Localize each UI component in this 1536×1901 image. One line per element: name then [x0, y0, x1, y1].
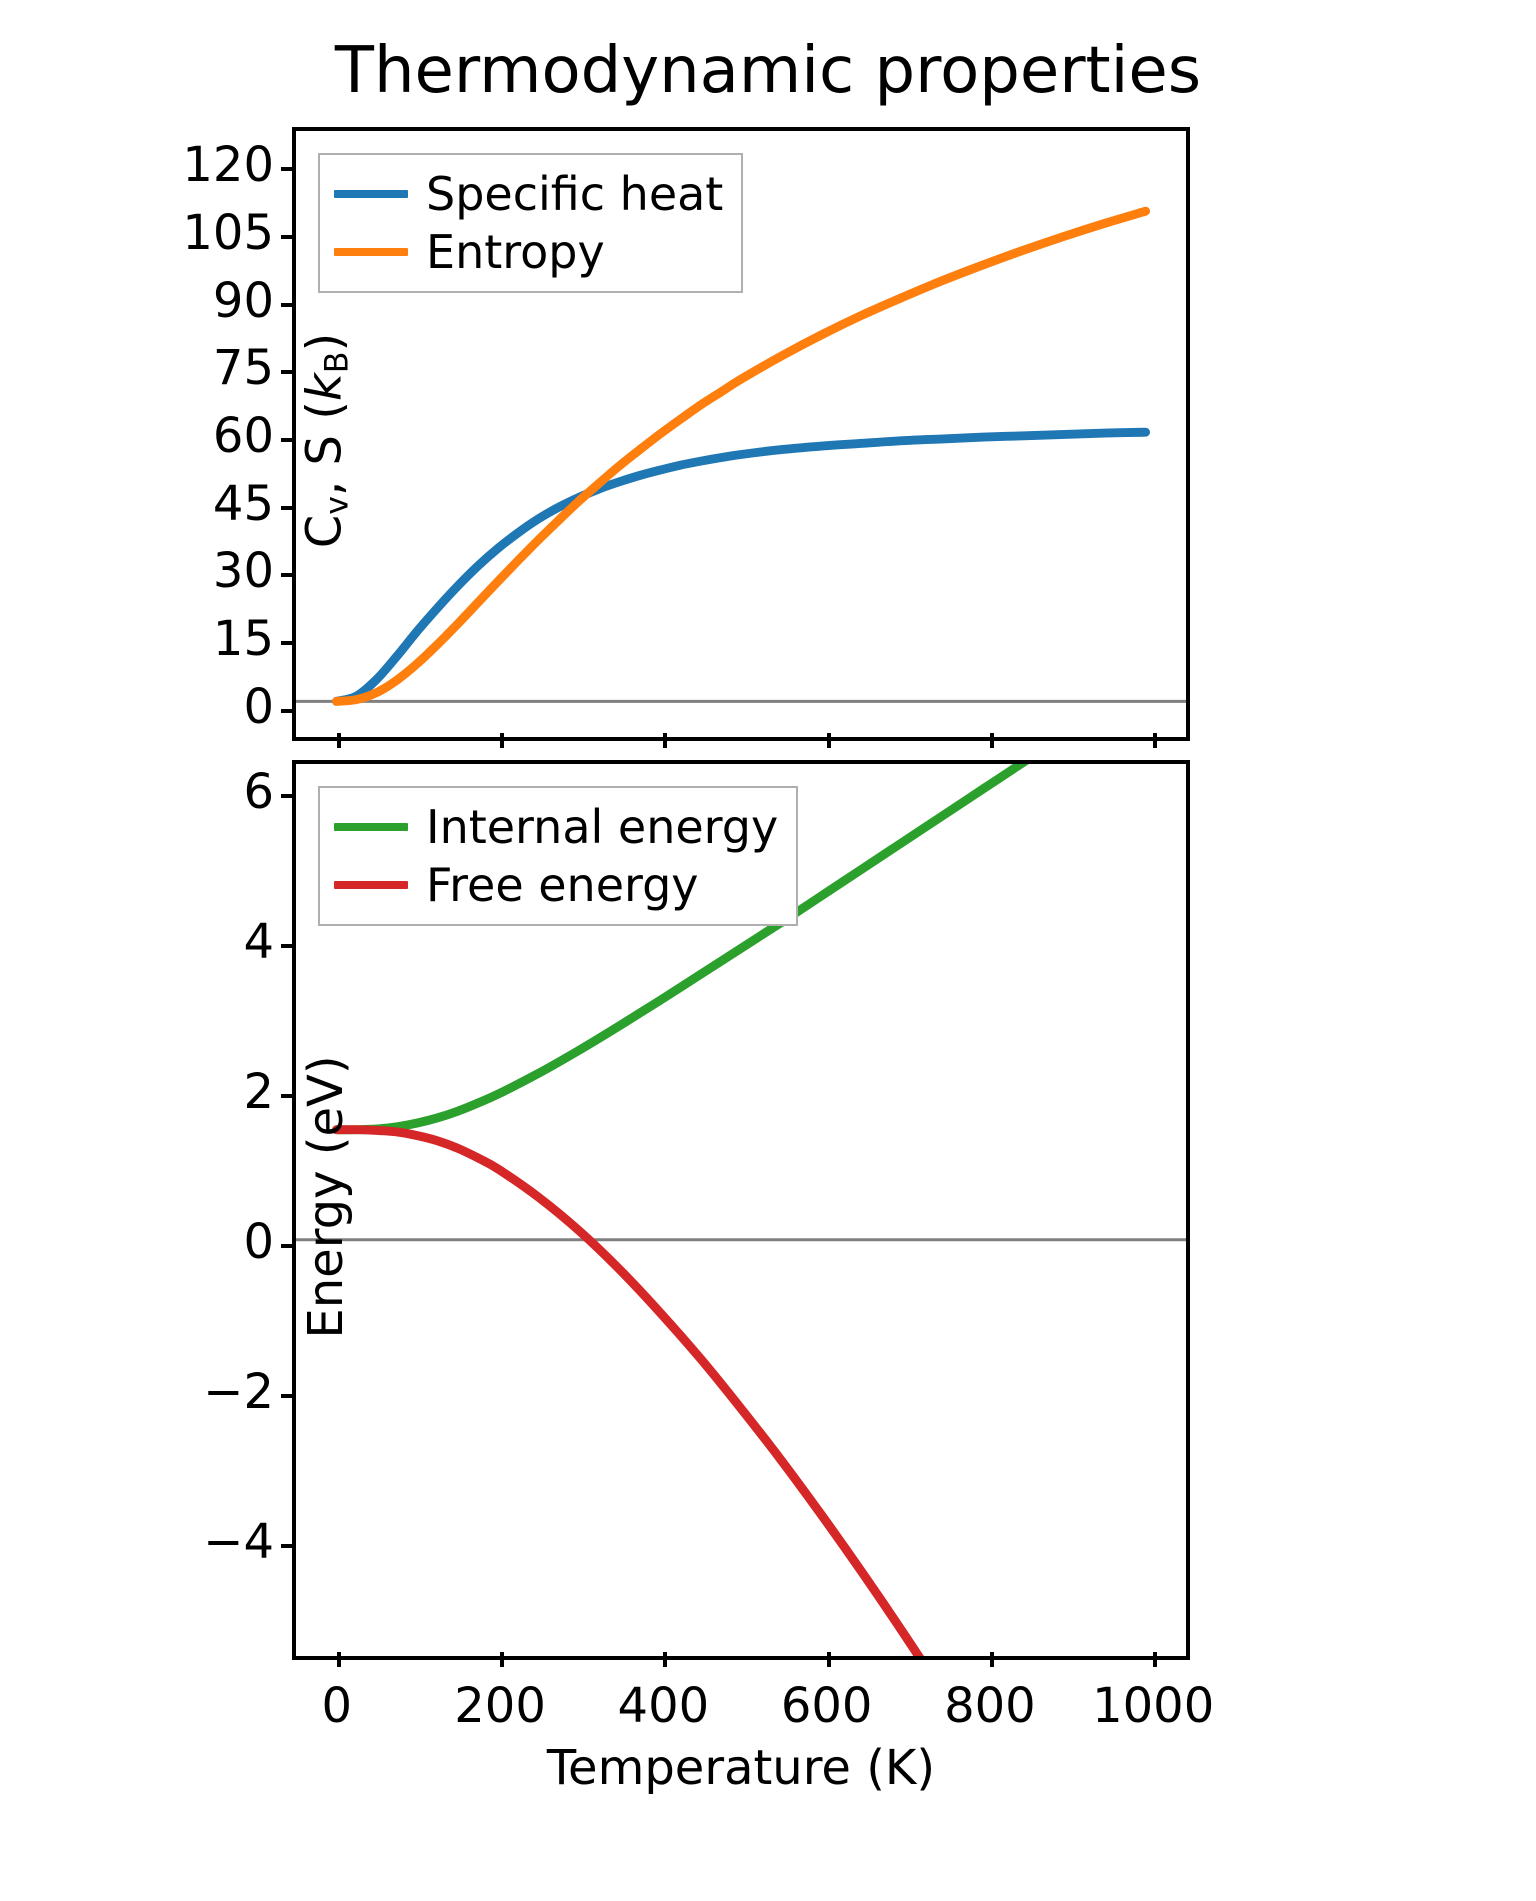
legend-label-free-energy: Free energy — [426, 862, 699, 908]
x-axis-label: Temperature (K) — [292, 1740, 1190, 1796]
y-tick-label: 105 — [46, 209, 274, 257]
x-tick-mark — [1153, 733, 1157, 748]
y-tick-mark — [281, 794, 296, 798]
y-tick-mark — [281, 944, 296, 948]
y-tick-label: 6 — [46, 768, 274, 816]
x-tick-mark — [337, 733, 341, 748]
x-tick-mark — [663, 1652, 667, 1667]
x-tick-mark — [990, 733, 994, 748]
y-tick-mark — [281, 438, 296, 442]
x-tick-label: 800 — [944, 1682, 1036, 1730]
legend-item-internal-energy: Internal energy — [334, 798, 778, 856]
legend-item-free-energy: Free energy — [334, 856, 778, 914]
x-tick-label: 600 — [781, 1682, 873, 1730]
x-tick-mark — [663, 733, 667, 748]
axes-top-panel: 0153045607590105120 Cv, S (kB) Specific … — [292, 127, 1190, 741]
legend-swatch-entropy — [334, 248, 408, 256]
bottom-y-axis-label: Energy (eV) — [298, 877, 354, 1517]
y-tick-mark — [281, 235, 296, 239]
x-tick-mark — [500, 733, 504, 748]
legend-swatch-internal-energy — [334, 823, 408, 831]
series-line-free-energy — [336, 1130, 1145, 1656]
x-tick-label: 200 — [454, 1682, 546, 1730]
legend-label-specific-heat: Specific heat — [426, 171, 723, 217]
y-tick-mark — [281, 303, 296, 307]
y-tick-mark — [281, 1394, 296, 1398]
x-tick-mark — [1153, 1652, 1157, 1667]
y-tick-label: 60 — [46, 412, 274, 460]
page-title: Thermodynamic properties — [0, 34, 1536, 108]
y-tick-label: −4 — [46, 1518, 274, 1566]
x-tick-label: 400 — [618, 1682, 710, 1730]
x-tick-label: 0 — [322, 1682, 353, 1730]
y-tick-label: 0 — [46, 1218, 274, 1266]
legend-top-panel: Specific heat Entropy — [318, 153, 743, 293]
y-tick-label: 0 — [46, 683, 274, 731]
legend-item-specific-heat: Specific heat — [334, 165, 723, 223]
y-tick-mark — [281, 641, 296, 645]
x-tick-mark — [827, 733, 831, 748]
y-tick-mark — [281, 370, 296, 374]
y-tick-label: 75 — [46, 344, 274, 392]
legend-label-entropy: Entropy — [426, 229, 605, 275]
y-tick-label: 45 — [46, 480, 274, 528]
y-tick-mark — [281, 709, 296, 713]
y-tick-mark — [281, 506, 296, 510]
legend-item-entropy: Entropy — [334, 223, 723, 281]
y-tick-label: 90 — [46, 277, 274, 325]
y-tick-label: −2 — [46, 1368, 274, 1416]
y-tick-mark — [281, 167, 296, 171]
y-tick-label: 120 — [46, 141, 274, 189]
y-tick-mark — [281, 573, 296, 577]
legend-bottom-panel: Internal energy Free energy — [318, 786, 798, 926]
axes-bottom-panel: −4−20246 02004006008001000 Energy (eV) I… — [292, 760, 1190, 1660]
legend-swatch-free-energy — [334, 881, 408, 889]
y-tick-mark — [281, 1244, 296, 1248]
y-tick-label: 2 — [46, 1068, 274, 1116]
legend-label-internal-energy: Internal energy — [426, 804, 778, 850]
series-line-specific-heat — [336, 432, 1145, 701]
figure-canvas: Thermodynamic properties 015304560759010… — [0, 0, 1536, 1901]
y-tick-label: 15 — [46, 615, 274, 663]
y-tick-mark — [281, 1544, 296, 1548]
y-tick-mark — [281, 1094, 296, 1098]
x-tick-mark — [990, 1652, 994, 1667]
y-tick-label: 4 — [46, 918, 274, 966]
x-tick-mark — [827, 1652, 831, 1667]
x-tick-mark — [500, 1652, 504, 1667]
y-tick-label: 30 — [46, 547, 274, 595]
x-tick-mark — [337, 1652, 341, 1667]
legend-swatch-specific-heat — [334, 190, 408, 198]
x-tick-label: 1000 — [1092, 1682, 1214, 1730]
